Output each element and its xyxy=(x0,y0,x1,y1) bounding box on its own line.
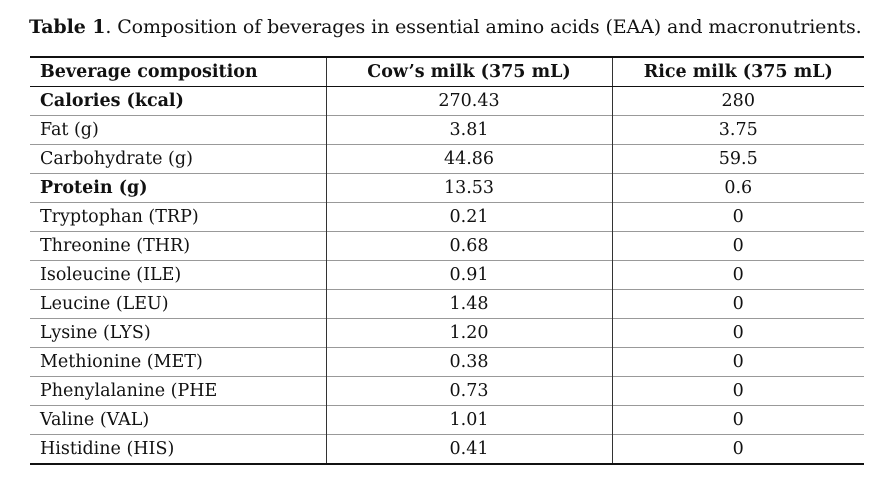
rice-milk-value: 0 xyxy=(611,318,864,348)
cows-milk-value: 1.48 xyxy=(325,289,612,319)
table-row: Carbohydrate (g) 44.86 59.5 xyxy=(30,144,864,174)
table-caption-label: Table 1 xyxy=(29,16,106,38)
row-label: Histidine (HIS) xyxy=(30,434,326,465)
row-label: Threonine (THR) xyxy=(30,231,326,261)
table-body: Calories (kcal) 270.43 280 Fat (g) 3.81 3.75 C… xyxy=(30,86,864,465)
header-rice-milk: Rice milk (375 mL) xyxy=(611,56,864,87)
cows-milk-value: 0.73 xyxy=(325,376,612,406)
cows-milk-value: 1.01 xyxy=(325,405,612,435)
table-header: Beverage composition Cow’s milk (375 mL)… xyxy=(30,56,864,87)
rice-milk-value: 59.5 xyxy=(611,144,864,174)
row-label: Methionine (MET) xyxy=(30,347,326,377)
cows-milk-value: 0.41 xyxy=(325,434,612,465)
composition-table: Beverage composition Cow’s milk (375 mL)… xyxy=(30,56,864,465)
table-row: Tryptophan (TRP) 0.21 0 xyxy=(30,202,864,232)
header-beverage-composition: Beverage composition xyxy=(30,56,326,87)
row-label: Valine (VAL) xyxy=(30,405,326,435)
rice-milk-value: 0 xyxy=(611,405,864,435)
row-label: Calories (kcal) xyxy=(30,86,326,116)
table-row: Lysine (LYS) 1.20 0 xyxy=(30,318,864,348)
table-row: Phenylalanine (PHE 0.73 0 xyxy=(30,376,864,406)
cows-milk-value: 1.20 xyxy=(325,318,612,348)
rice-milk-value: 280 xyxy=(611,86,864,116)
table-row: Fat (g) 3.81 3.75 xyxy=(30,115,864,145)
table-row: Methionine (MET) 0.38 0 xyxy=(30,347,864,377)
cows-milk-value: 270.43 xyxy=(325,86,612,116)
cows-milk-value: 13.53 xyxy=(325,173,612,203)
table-row: Threonine (THR) 0.68 0 xyxy=(30,231,864,261)
cows-milk-value: 44.86 xyxy=(325,144,612,174)
rice-milk-value: 0 xyxy=(611,376,864,406)
rice-milk-value: 3.75 xyxy=(611,115,864,145)
row-label: Lysine (LYS) xyxy=(30,318,326,348)
table-caption-text: . Composition of beverages in essential … xyxy=(105,16,862,38)
cows-milk-value: 0.21 xyxy=(325,202,612,232)
rice-milk-value: 0 xyxy=(611,347,864,377)
rice-milk-value: 0.6 xyxy=(611,173,864,203)
row-label: Carbohydrate (g) xyxy=(30,144,326,174)
table-row: Histidine (HIS) 0.41 0 xyxy=(30,434,864,465)
row-label: Fat (g) xyxy=(30,115,326,145)
table-caption: Table 1. Composition of beverages in ess… xyxy=(29,16,862,38)
cows-milk-value: 0.68 xyxy=(325,231,612,261)
cows-milk-value: 0.38 xyxy=(325,347,612,377)
row-label: Isoleucine (ILE) xyxy=(30,260,326,290)
rice-milk-value: 0 xyxy=(611,289,864,319)
cows-milk-value: 0.91 xyxy=(325,260,612,290)
rice-milk-value: 0 xyxy=(611,202,864,232)
table-row: Leucine (LEU) 1.48 0 xyxy=(30,289,864,319)
rice-milk-value: 0 xyxy=(611,260,864,290)
row-label: Leucine (LEU) xyxy=(30,289,326,319)
row-label: Protein (g) xyxy=(30,173,326,203)
table-row: Isoleucine (ILE) 0.91 0 xyxy=(30,260,864,290)
cows-milk-value: 3.81 xyxy=(325,115,612,145)
table-row: Valine (VAL) 1.01 0 xyxy=(30,405,864,435)
rice-milk-value: 0 xyxy=(611,434,864,465)
table-row: Calories (kcal) 270.43 280 xyxy=(30,86,864,116)
rice-milk-value: 0 xyxy=(611,231,864,261)
row-label: Tryptophan (TRP) xyxy=(30,202,326,232)
header-cows-milk: Cow’s milk (375 mL) xyxy=(325,56,612,87)
header-row: Beverage composition Cow’s milk (375 mL)… xyxy=(30,56,864,87)
row-label: Phenylalanine (PHE xyxy=(30,376,326,406)
table-row: Protein (g) 13.53 0.6 xyxy=(30,173,864,203)
